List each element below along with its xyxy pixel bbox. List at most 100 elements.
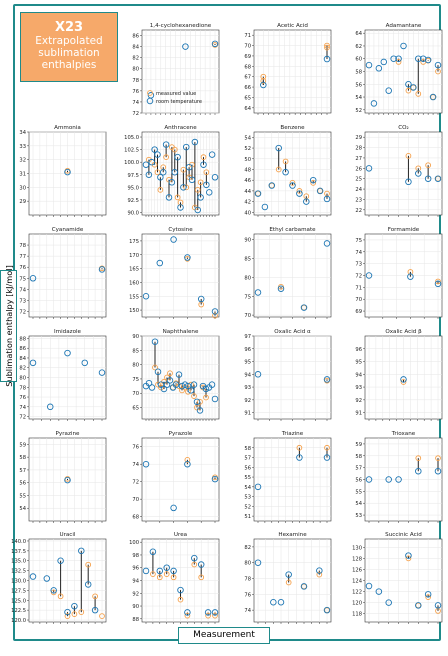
room-temperature-point bbox=[300, 583, 308, 590]
y-tick-label: 84 bbox=[132, 45, 139, 51]
room-temperature-point bbox=[400, 42, 407, 50]
y-tick-label: 32 bbox=[19, 158, 26, 164]
panel-title: Urea bbox=[174, 532, 187, 538]
y-tick-label: 105.0 bbox=[124, 135, 139, 141]
panel-title: Pyrazole bbox=[169, 431, 193, 437]
room-temperature-point bbox=[168, 179, 176, 186]
room-temperature-point bbox=[415, 467, 422, 475]
y-tick-label: 70 bbox=[244, 313, 251, 319]
y-tick-label: 44 bbox=[244, 189, 251, 195]
room-temperature-point bbox=[316, 187, 324, 195]
y-tick-label: 94 bbox=[132, 579, 139, 585]
room-temperature-point bbox=[211, 395, 219, 403]
y-tick-label: 75 bbox=[244, 294, 251, 300]
room-temperature-point bbox=[172, 381, 180, 388]
y-tick-label: 70 bbox=[244, 44, 251, 50]
y-tick-label: 67 bbox=[244, 75, 251, 81]
y-tick-label: 85 bbox=[244, 257, 251, 263]
room-temperature-point bbox=[275, 144, 282, 152]
measured-point bbox=[71, 611, 78, 617]
panel-19: 53 54 55 56 57 58 59 Trioxane bbox=[355, 431, 443, 523]
y-tick-label: 97.5 bbox=[127, 173, 139, 179]
room-temperature-point bbox=[64, 476, 71, 484]
room-temperature-point bbox=[182, 143, 190, 151]
room-temperature-point bbox=[204, 609, 212, 616]
y-tick-label: 58 bbox=[355, 454, 362, 460]
room-temperature-point bbox=[193, 398, 201, 406]
y-tick-label: 74 bbox=[355, 250, 362, 256]
panel-title: Naphthalene bbox=[163, 329, 199, 335]
measured-point bbox=[415, 90, 422, 97]
y-tick-label: 137.5 bbox=[11, 549, 26, 555]
room-temperature-point bbox=[323, 454, 331, 461]
room-temperature-point bbox=[187, 387, 195, 394]
measured-point bbox=[212, 612, 218, 619]
y-tick-label: 130 bbox=[352, 545, 362, 551]
y-tick-label: 59 bbox=[19, 442, 26, 448]
y-tick-label: 91 bbox=[355, 411, 362, 417]
y-tick-label: 127.5 bbox=[11, 588, 26, 594]
room-temperature-point bbox=[323, 376, 331, 383]
measured-point bbox=[310, 180, 317, 186]
room-temperature-point bbox=[142, 567, 150, 575]
y-tick-label: 74 bbox=[132, 100, 139, 106]
room-temperature-point bbox=[156, 567, 164, 575]
room-temperature-point bbox=[424, 591, 432, 598]
y-tick-label: 155 bbox=[129, 294, 139, 300]
measured-point bbox=[194, 186, 201, 193]
measured-point bbox=[64, 613, 71, 619]
y-tick-label: 56 bbox=[355, 478, 362, 484]
panel-title: Imidazole bbox=[54, 329, 82, 335]
room-temperature-point bbox=[98, 369, 106, 376]
y-tick-label: 95.0 bbox=[127, 185, 139, 191]
room-temperature-point bbox=[71, 602, 78, 610]
y-tick-label: 73 bbox=[355, 262, 362, 268]
y-tick-label: 165 bbox=[129, 267, 139, 273]
room-temperature-point bbox=[191, 554, 198, 562]
room-temperature-point bbox=[170, 504, 177, 512]
room-temperature-point bbox=[365, 61, 373, 69]
y-tick-label: 76 bbox=[19, 265, 26, 271]
y-tick-label: 120 bbox=[352, 601, 362, 607]
panel-title: Ammonia bbox=[54, 125, 81, 131]
measured-point bbox=[405, 87, 412, 94]
room-temperature-point bbox=[78, 547, 85, 555]
y-tick-label: 53 bbox=[244, 495, 251, 501]
room-temperature-point bbox=[323, 606, 331, 614]
y-tick-label: 130.0 bbox=[11, 579, 26, 585]
measured-point bbox=[154, 169, 161, 176]
room-temperature-point bbox=[289, 182, 296, 189]
room-temperature-point bbox=[385, 599, 392, 606]
y-tick-label: 80 bbox=[244, 275, 251, 281]
room-temperature-point bbox=[154, 151, 161, 158]
room-temperature-point bbox=[185, 163, 193, 171]
room-temperature-point bbox=[160, 385, 168, 393]
room-temperature-point bbox=[415, 55, 422, 62]
y-tick-label: 175 bbox=[129, 239, 139, 245]
y-tick-label: 52 bbox=[355, 108, 362, 114]
y-tick-label: 82 bbox=[132, 56, 139, 62]
y-tick-label: 72 bbox=[19, 415, 26, 421]
y-tick-label: 92 bbox=[355, 398, 362, 404]
room-temperature-point bbox=[197, 295, 205, 303]
y-tick-label: 70 bbox=[132, 497, 139, 503]
measured-point bbox=[296, 444, 303, 451]
y-tick-label: 90 bbox=[132, 604, 139, 610]
room-temperature-point bbox=[184, 382, 192, 390]
measured-point bbox=[155, 381, 161, 388]
room-temperature-point bbox=[323, 195, 331, 203]
room-temperature-point bbox=[149, 548, 157, 556]
y-tick-label: 60 bbox=[355, 57, 362, 63]
y-tick-label: 55 bbox=[355, 489, 362, 495]
y-tick-label: 69 bbox=[244, 54, 251, 60]
y-tick-label: 31 bbox=[19, 172, 26, 178]
room-temperature-point bbox=[434, 467, 442, 475]
y-tick-label: 76 bbox=[132, 445, 139, 451]
y-tick-label: 74 bbox=[19, 287, 26, 293]
room-temperature-point bbox=[323, 55, 331, 63]
y-tick-label: 100.0 bbox=[124, 160, 139, 166]
y-tick-label: 80 bbox=[19, 376, 26, 382]
room-temperature-point bbox=[142, 460, 150, 468]
room-temperature-point bbox=[200, 161, 207, 168]
measured-point bbox=[324, 44, 330, 51]
